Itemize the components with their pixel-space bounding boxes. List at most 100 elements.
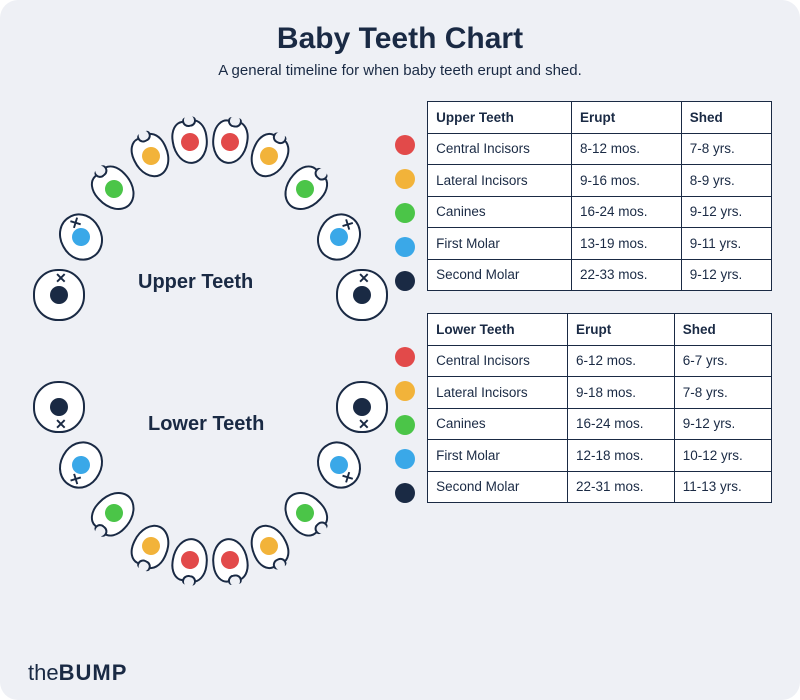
table-cell: 8-12 mos. [571, 133, 681, 165]
central-dot [180, 550, 200, 570]
table-cell: 9-12 yrs. [674, 408, 771, 440]
lateral-tooth [125, 128, 176, 183]
table-cell: 12-18 mos. [568, 440, 675, 472]
tooth-notch [182, 116, 197, 128]
first_molar-dot [69, 225, 93, 249]
table-cell: Lateral Incisors [428, 165, 572, 197]
table-cell: Canines [428, 196, 572, 228]
table-cell: 10-12 yrs. [674, 440, 771, 472]
table-cell: Second Molar [428, 259, 572, 291]
table-header: Shed [674, 314, 771, 346]
table-header: Shed [681, 102, 771, 134]
table-cell: Second Molar [428, 471, 568, 503]
legend-dots-column [395, 101, 415, 291]
first_molar-legend-dot [395, 449, 415, 469]
tooth-notch [182, 574, 197, 586]
table-cell: 16-24 mos. [568, 408, 675, 440]
molar-x-icon: ✕ [358, 419, 370, 429]
table-cell: Central Incisors [428, 345, 568, 377]
tooth-notch [271, 131, 288, 146]
page-subtitle: A general timeline for when baby teeth e… [18, 62, 782, 79]
second_molar-dot [50, 398, 68, 416]
brand-logo: theBUMP [28, 660, 127, 686]
lateral-tooth [243, 518, 294, 573]
diagrams-column: Upper Teeth ✕✕✕✕ Lower Teeth ✕✕✕✕ [18, 101, 385, 601]
central-dot [220, 132, 240, 152]
central-dot [180, 132, 200, 152]
upper-arch-diagram: Upper Teeth ✕ ✕ ✕ ✕ [18, 101, 378, 341]
tables-column: Upper TeethEruptShedCentral Incisors8-12… [395, 101, 782, 601]
table-header: Erupt [568, 314, 675, 346]
first_molar-tooth: ✕ [309, 206, 369, 268]
table-row: First Molar13-19 mos.9-11 yrs. [428, 228, 772, 260]
table-cell: 8-9 yrs. [681, 165, 771, 197]
tooth-notch [312, 519, 329, 536]
lower-arch-label: Lower Teeth [148, 413, 264, 436]
first_molar-dot [327, 225, 351, 249]
table-cell: 9-18 mos. [568, 377, 675, 409]
legend-dots-column [395, 313, 415, 503]
table-cell: 9-12 yrs. [681, 259, 771, 291]
first_molar-tooth: ✕ [309, 434, 369, 496]
tooth-notch [227, 574, 242, 586]
lateral-legend-dot [395, 169, 415, 189]
central-legend-dot [395, 347, 415, 367]
table-cell: 7-8 yrs. [681, 133, 771, 165]
upper-table-wrap: Upper TeethEruptShedCentral Incisors8-12… [395, 101, 782, 291]
second_molar-tooth: ✕ [33, 381, 85, 433]
first_molar-tooth: ✕ [51, 206, 111, 268]
logo-prefix: the [28, 660, 59, 685]
table-cell: 7-8 yrs. [674, 377, 771, 409]
canine-dot [292, 500, 317, 525]
lateral-tooth [243, 128, 294, 183]
molar-x-icon: ✕ [55, 273, 67, 283]
page-title: Baby Teeth Chart [18, 22, 782, 56]
canine-tooth [275, 483, 334, 543]
table-row: Second Molar22-31 mos.11-13 yrs. [428, 471, 772, 503]
canine-legend-dot [395, 415, 415, 435]
table-cell: 11-13 yrs. [674, 471, 771, 503]
central-tooth [209, 536, 251, 585]
second_molar-legend-dot [395, 483, 415, 503]
table-row: Central Incisors8-12 mos.7-8 yrs. [428, 133, 772, 165]
central-tooth [169, 118, 211, 167]
canine-dot [292, 176, 317, 201]
table-row: Lateral Incisors9-16 mos.8-9 yrs. [428, 165, 772, 197]
lateral-legend-dot [395, 381, 415, 401]
lower-arch-diagram: Lower Teeth ✕✕✕✕ [18, 361, 378, 601]
table-cell: Canines [428, 408, 568, 440]
first_molar-dot [327, 453, 351, 477]
table-with-legend: Upper TeethEruptShedCentral Incisors8-12… [395, 101, 782, 291]
tooth-notch [93, 522, 110, 539]
table-cell: 9-16 mos. [571, 165, 681, 197]
tooth-notch [93, 164, 110, 181]
tooth-notch [271, 556, 288, 571]
lateral-tooth [125, 518, 176, 573]
table-row: Canines16-24 mos.9-12 yrs. [428, 196, 772, 228]
table-cell: 6-7 yrs. [674, 345, 771, 377]
central-legend-dot [395, 135, 415, 155]
table-cell: Lateral Incisors [428, 377, 568, 409]
table-cell: 16-24 mos. [571, 196, 681, 228]
table-cell: 9-12 yrs. [681, 196, 771, 228]
canine-dot [101, 176, 126, 201]
second_molar-tooth: ✕ [336, 381, 388, 433]
central-dot [220, 550, 240, 570]
upper-arch-label: Upper Teeth [138, 271, 253, 294]
table-header: Upper Teeth [428, 102, 572, 134]
second_molar-dot [50, 286, 68, 304]
table-cell: First Molar [428, 440, 568, 472]
chart-card: Baby Teeth Chart A general timeline for … [0, 0, 800, 700]
lower-table-wrap: Lower TeethEruptShedCentral Incisors6-12… [395, 313, 782, 503]
first_molar-tooth: ✕ [51, 434, 111, 496]
canine-tooth [275, 159, 334, 219]
molar-x-icon: ✕ [358, 273, 370, 283]
logo-bold: BUMP [59, 660, 128, 685]
table-cell: 13-19 mos. [571, 228, 681, 260]
table-row: Lateral Incisors9-18 mos.7-8 yrs. [428, 377, 772, 409]
data-table: Upper TeethEruptShedCentral Incisors8-12… [427, 101, 772, 291]
canine-legend-dot [395, 203, 415, 223]
second_molar-dot [353, 398, 371, 416]
tooth-notch [227, 117, 242, 129]
central-tooth [209, 118, 251, 167]
